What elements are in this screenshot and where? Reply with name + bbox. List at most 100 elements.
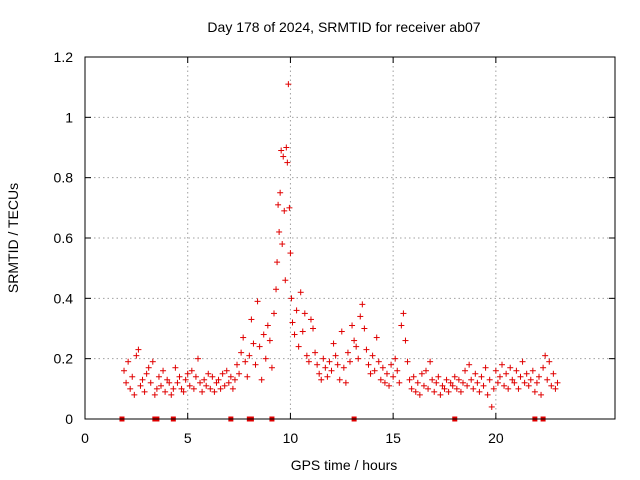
data-point (501, 382, 508, 389)
data-point (248, 316, 255, 323)
data-point (326, 358, 333, 365)
data-point (149, 358, 156, 365)
data-point (213, 379, 220, 386)
data-point (301, 310, 308, 317)
data-point (521, 379, 528, 386)
data-point (505, 385, 512, 392)
data-point (535, 373, 542, 380)
data-point (478, 373, 485, 380)
data-point (476, 388, 483, 395)
data-point (480, 382, 487, 389)
data-point (509, 376, 516, 383)
data-point (517, 373, 524, 380)
data-point (280, 153, 287, 160)
data-point (344, 349, 351, 356)
data-point (552, 385, 559, 392)
y-tick-label: 0.4 (54, 290, 74, 306)
data-point (492, 367, 499, 374)
data-point (318, 376, 325, 383)
data-point (496, 373, 503, 380)
data-point (236, 370, 243, 377)
data-point (288, 295, 295, 302)
data-point (459, 379, 466, 386)
y-tick-label: 0.8 (54, 170, 74, 186)
data-point (379, 364, 386, 371)
data-point (135, 346, 142, 353)
data-point (284, 159, 291, 166)
data-point (392, 355, 399, 362)
y-tick-label: 0.6 (54, 230, 74, 246)
data-point (264, 322, 271, 329)
data-point (168, 391, 175, 398)
data-point (347, 358, 353, 365)
data-point (293, 307, 300, 314)
data-point (441, 385, 448, 392)
data-point (361, 325, 368, 332)
data-point (291, 331, 298, 338)
data-point (365, 361, 372, 368)
data-point (229, 385, 236, 392)
data-point (151, 391, 158, 398)
data-point (433, 379, 440, 386)
data-point (322, 364, 329, 371)
data-point (425, 385, 432, 392)
data-point (295, 343, 302, 350)
y-tick-label: 1 (65, 109, 73, 125)
data-point (540, 364, 547, 371)
data-point (166, 379, 173, 386)
data-point (527, 376, 534, 383)
data-point (468, 376, 475, 383)
data-point (369, 352, 376, 359)
data-point (221, 382, 228, 389)
data-point (282, 277, 289, 284)
data-point (400, 310, 407, 317)
data-point (194, 355, 201, 362)
data-point (404, 358, 411, 365)
data-point (523, 370, 530, 377)
data-point (310, 325, 317, 332)
data-point (330, 340, 337, 347)
data-point (515, 385, 522, 392)
data-point (277, 189, 284, 196)
data-point (357, 313, 364, 320)
data-point (303, 352, 310, 359)
data-point (147, 379, 154, 386)
data-point (431, 388, 438, 395)
data-point (427, 358, 434, 365)
data-point (182, 376, 189, 383)
data-point (519, 358, 526, 365)
data-point (462, 367, 469, 374)
data-point (371, 367, 378, 374)
y-axis-label: SRMTID / TECUs (5, 183, 21, 293)
y-tick-labels: 0 0.2 0.4 0.6 0.8 1 1.2 (54, 49, 74, 427)
data-point (466, 361, 473, 368)
data-point (394, 367, 401, 374)
data-point (164, 376, 171, 383)
data-point (129, 373, 136, 380)
data-point (139, 376, 146, 383)
data-point (451, 373, 458, 380)
data-point (334, 361, 341, 368)
data-point (153, 385, 160, 392)
data-point (133, 352, 140, 359)
data-point (349, 322, 356, 329)
data-point (437, 391, 444, 398)
data-point (307, 316, 314, 323)
data-point (340, 364, 347, 371)
data-point (324, 373, 331, 380)
data-point (423, 367, 430, 374)
data-point (170, 385, 177, 392)
x-tick-labels: 0 5 10 15 20 (81, 430, 504, 446)
data-point (174, 379, 181, 386)
data-point (270, 310, 277, 317)
data-point (314, 361, 321, 368)
data-point (190, 385, 197, 392)
data-point (158, 382, 165, 389)
data-point (457, 388, 464, 395)
data-point (449, 382, 456, 389)
data-point (390, 373, 397, 380)
data-point (511, 379, 518, 386)
data-point (410, 373, 417, 380)
data-point (143, 370, 150, 377)
